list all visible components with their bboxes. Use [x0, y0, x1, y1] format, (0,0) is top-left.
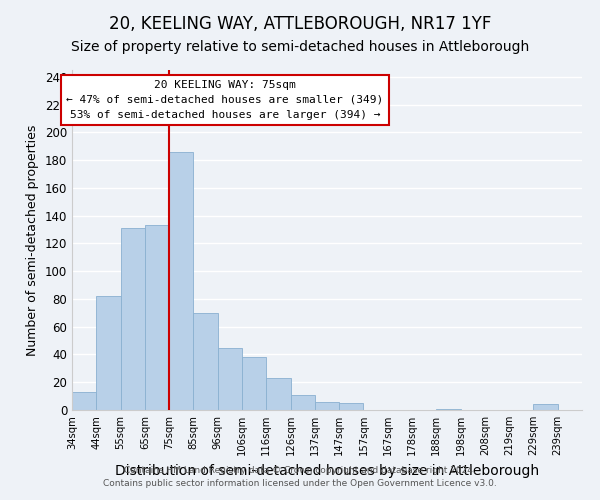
Bar — [290, 394, 315, 410]
Bar — [96, 296, 121, 410]
Bar — [218, 348, 242, 410]
Bar — [193, 313, 218, 410]
Bar — [266, 378, 290, 410]
Text: Size of property relative to semi-detached houses in Attleborough: Size of property relative to semi-detach… — [71, 40, 529, 54]
Bar — [242, 358, 266, 410]
Bar — [169, 152, 193, 410]
Text: 20, KEELING WAY, ATTLEBOROUGH, NR17 1YF: 20, KEELING WAY, ATTLEBOROUGH, NR17 1YF — [109, 15, 491, 33]
Bar — [121, 228, 145, 410]
Bar — [145, 226, 169, 410]
Text: 20 KEELING WAY: 75sqm
← 47% of semi-detached houses are smaller (349)
53% of sem: 20 KEELING WAY: 75sqm ← 47% of semi-deta… — [67, 80, 383, 120]
Text: Contains HM Land Registry data © Crown copyright and database right 2024.
Contai: Contains HM Land Registry data © Crown c… — [103, 466, 497, 487]
Bar — [315, 402, 339, 410]
Bar — [339, 403, 364, 410]
Bar — [436, 408, 461, 410]
Y-axis label: Number of semi-detached properties: Number of semi-detached properties — [26, 124, 39, 356]
Bar — [72, 392, 96, 410]
X-axis label: Distribution of semi-detached houses by size in Attleborough: Distribution of semi-detached houses by … — [115, 464, 539, 477]
Bar — [533, 404, 558, 410]
